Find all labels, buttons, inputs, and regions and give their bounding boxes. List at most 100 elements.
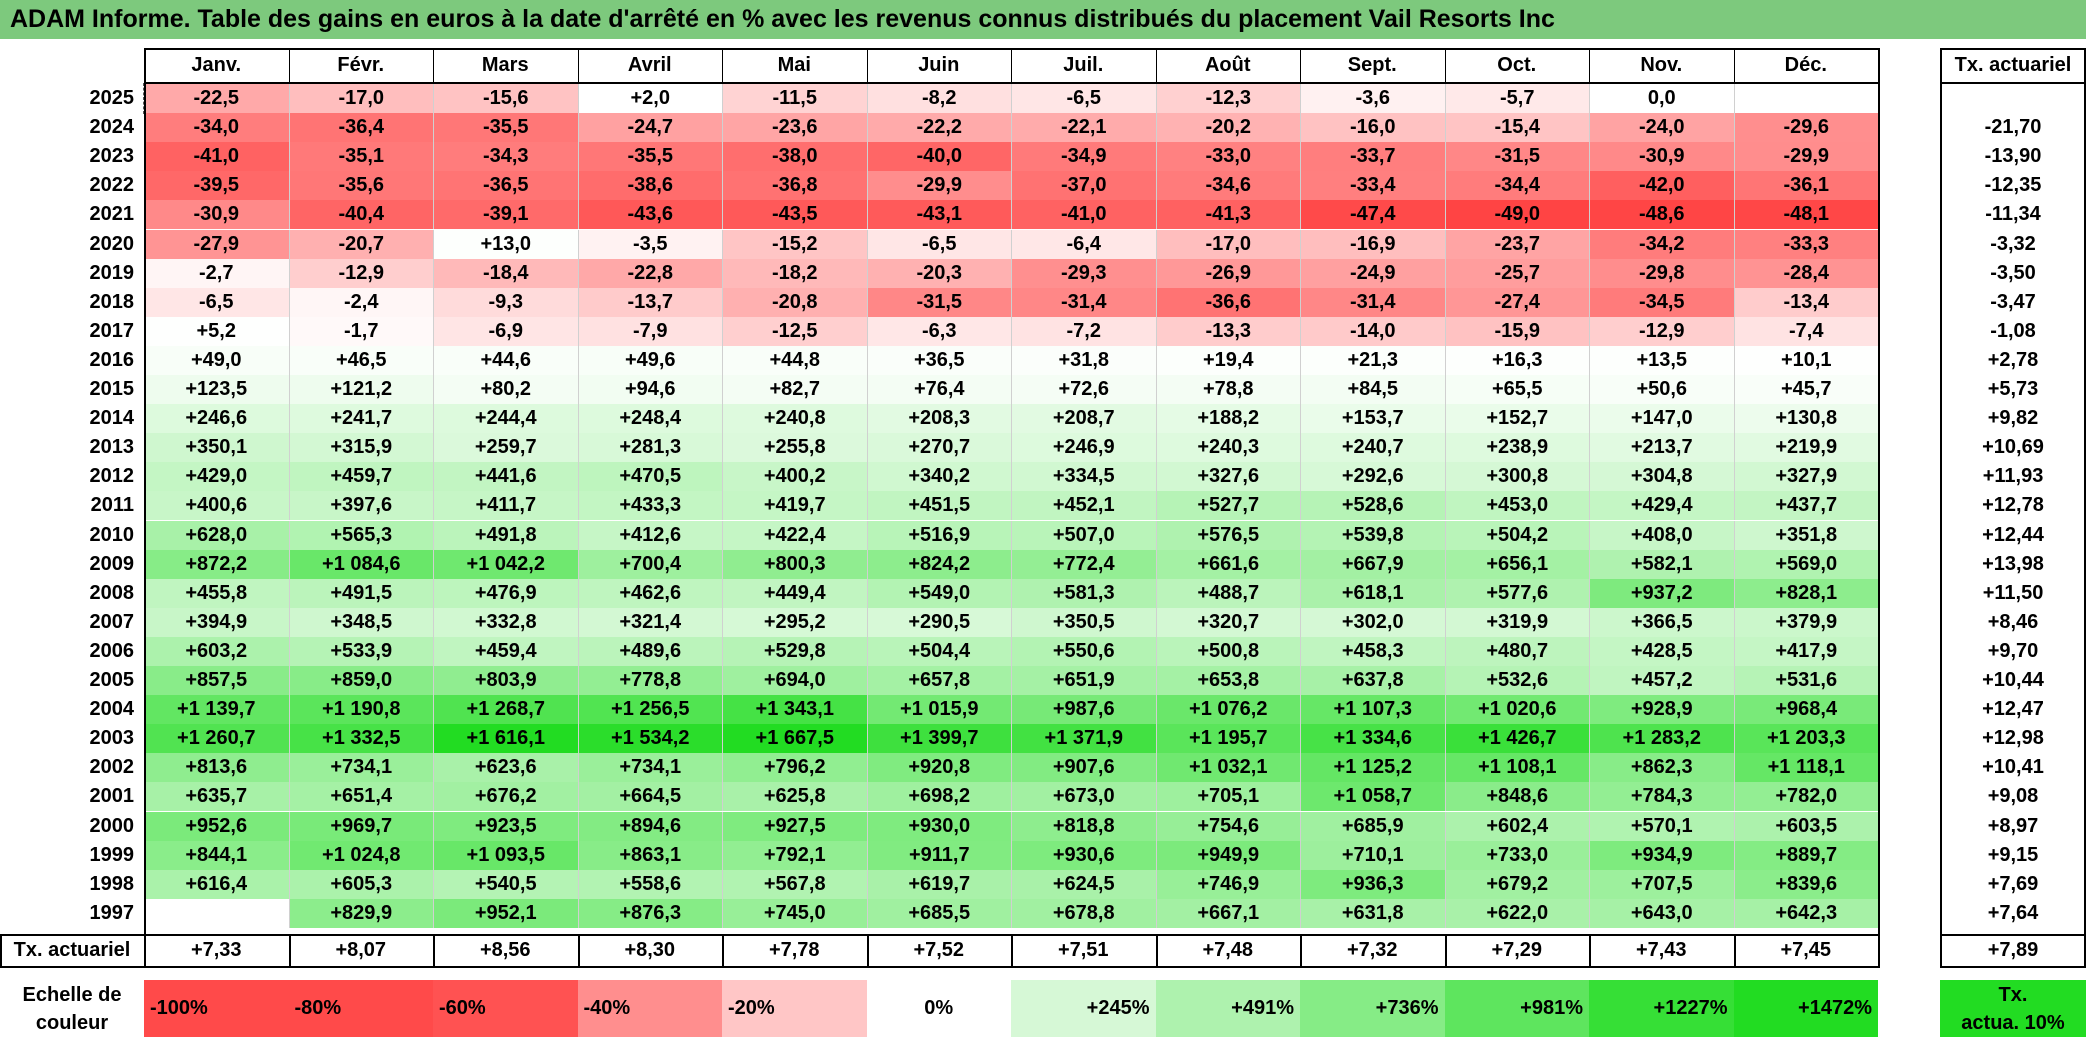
gain-cell: +240,3 <box>1155 433 1300 463</box>
gain-cell: +987,6 <box>1011 695 1156 725</box>
gain-cell: +792,1 <box>722 840 867 870</box>
gain-cell: +778,8 <box>577 666 722 696</box>
gain-cell: +50,6 <box>1589 375 1734 405</box>
gain-cell: +397,6 <box>288 491 433 521</box>
gain-cell: -49,0 <box>1444 200 1589 230</box>
gain-cell: -6,9 <box>433 316 578 346</box>
year-label: 2020 <box>89 232 135 255</box>
gain-cell: -15,2 <box>722 229 867 259</box>
year-label: 2003 <box>89 727 135 750</box>
tx-actuariel-value <box>1940 84 2086 113</box>
gain-cell: -41,3 <box>1155 200 1300 230</box>
gain-cell: +44,6 <box>433 345 578 375</box>
tx-actuariel-value: +10,44 <box>1982 669 2044 692</box>
gain-cell: -5,7 <box>1444 84 1589 114</box>
gain-cell: +550,6 <box>1011 636 1156 666</box>
gain-cell: +619,7 <box>866 869 1011 899</box>
gain-cell: +1 042,2 <box>433 549 578 579</box>
gain-cell: +459,4 <box>433 636 578 666</box>
gain-cell: -22,1 <box>1011 113 1156 143</box>
gain-cell: +476,9 <box>433 578 578 608</box>
gain-cell: +350,1 <box>144 433 289 463</box>
gain-cell: +451,5 <box>866 491 1011 521</box>
gain-cell: +300,8 <box>1444 462 1589 492</box>
gain-cell: +208,7 <box>1011 404 1156 434</box>
gain-cell: -18,4 <box>433 258 578 288</box>
gain-cell: +923,5 <box>433 811 578 841</box>
gain-cell: +635,7 <box>144 782 289 812</box>
gain-cell: -22,5 <box>143 82 290 115</box>
gain-cell: +290,5 <box>866 607 1011 637</box>
gain-cell: +603,2 <box>144 636 289 666</box>
gain-cell: +304,8 <box>1589 462 1734 492</box>
gain-cell: +1 667,5 <box>722 724 867 754</box>
tx-actuariel-value: +10,41 <box>1982 756 2044 779</box>
gain-cell: +5,2 <box>144 316 289 346</box>
gain-cell: -22,2 <box>866 113 1011 143</box>
gain-cell: +565,3 <box>288 520 433 550</box>
tx-actuariel-value: +13,98 <box>1982 552 2044 575</box>
gain-cell: +863,1 <box>577 840 722 870</box>
gain-cell: +930,0 <box>866 811 1011 841</box>
gain-cell: +13,0 <box>433 229 578 259</box>
gain-cell: -48,6 <box>1589 200 1734 230</box>
gain-cell: -40,4 <box>288 200 433 230</box>
gain-cell: -6,5 <box>1011 84 1156 114</box>
gain-cell: +65,5 <box>1444 375 1589 405</box>
gain-cell: +529,8 <box>722 636 867 666</box>
gain-cell: +920,8 <box>866 753 1011 783</box>
gain-cell: +1 058,7 <box>1300 782 1445 812</box>
gain-cell: +862,3 <box>1589 753 1734 783</box>
gain-cell: +813,6 <box>144 753 289 783</box>
gain-cell: +327,9 <box>1733 462 1878 492</box>
gain-cell: +400,2 <box>722 462 867 492</box>
header-separator <box>288 48 290 82</box>
tx-actuariel-value: +8,46 <box>1987 610 2039 633</box>
gain-cell: +685,9 <box>1300 811 1445 841</box>
gain-cell: +1 084,6 <box>288 549 433 579</box>
gain-cell: +147,0 <box>1589 404 1734 434</box>
gain-cell: -20,2 <box>1155 113 1300 143</box>
gain-cell: +504,2 <box>1444 520 1589 550</box>
gain-cell: +480,7 <box>1444 636 1589 666</box>
year-label: 2023 <box>89 145 135 168</box>
gain-cell: +631,8 <box>1300 898 1445 928</box>
gain-cell: -36,6 <box>1155 287 1300 317</box>
legend-swatch: -80% <box>288 980 433 1037</box>
gain-cell: +458,3 <box>1300 636 1445 666</box>
tx-actuariel-value: +7,69 <box>1987 872 2039 895</box>
gain-cell: +208,3 <box>866 404 1011 434</box>
gain-cell: -8,2 <box>866 84 1011 114</box>
gain-cell: +705,1 <box>1155 782 1300 812</box>
tx-actuariel-value: +11,50 <box>1982 581 2044 604</box>
month-header: Janv. <box>191 53 242 76</box>
grid-border <box>144 82 1878 84</box>
gain-cell: +642,3 <box>1733 898 1878 928</box>
gain-cell: -31,4 <box>1011 287 1156 317</box>
gain-cell: -28,4 <box>1733 258 1878 288</box>
gain-cell: -33,7 <box>1300 142 1445 172</box>
gain-cell: +340,2 <box>866 462 1011 492</box>
gain-cell: +605,3 <box>288 869 433 899</box>
tx-actuariel-value: +9,70 <box>1987 639 2039 662</box>
gain-cell: -29,9 <box>866 171 1011 201</box>
year-label: 1999 <box>89 843 135 866</box>
gain-cell: -36,4 <box>288 113 433 143</box>
gain-cell: +651,4 <box>288 782 433 812</box>
gain-cell: +49,6 <box>577 345 722 375</box>
gain-cell: +772,4 <box>1011 549 1156 579</box>
gain-cell: -34,0 <box>144 113 289 143</box>
gain-cell: +36,5 <box>866 345 1011 375</box>
gain-cell: -12,5 <box>722 316 867 346</box>
header-separator <box>722 48 723 82</box>
gain-cell: -43,5 <box>722 200 867 230</box>
gain-cell: +533,9 <box>288 636 433 666</box>
gain-cell: +1 371,9 <box>1011 724 1156 754</box>
legend-swatch: +491% <box>1155 980 1300 1037</box>
year-label: 2011 <box>90 494 134 517</box>
month-header: Juil. <box>1063 53 1104 76</box>
year-label: 2021 <box>89 203 135 226</box>
gain-cell: +433,3 <box>577 491 722 521</box>
gain-cell: +1 076,2 <box>1155 695 1300 725</box>
gain-cell: -23,6 <box>722 113 867 143</box>
